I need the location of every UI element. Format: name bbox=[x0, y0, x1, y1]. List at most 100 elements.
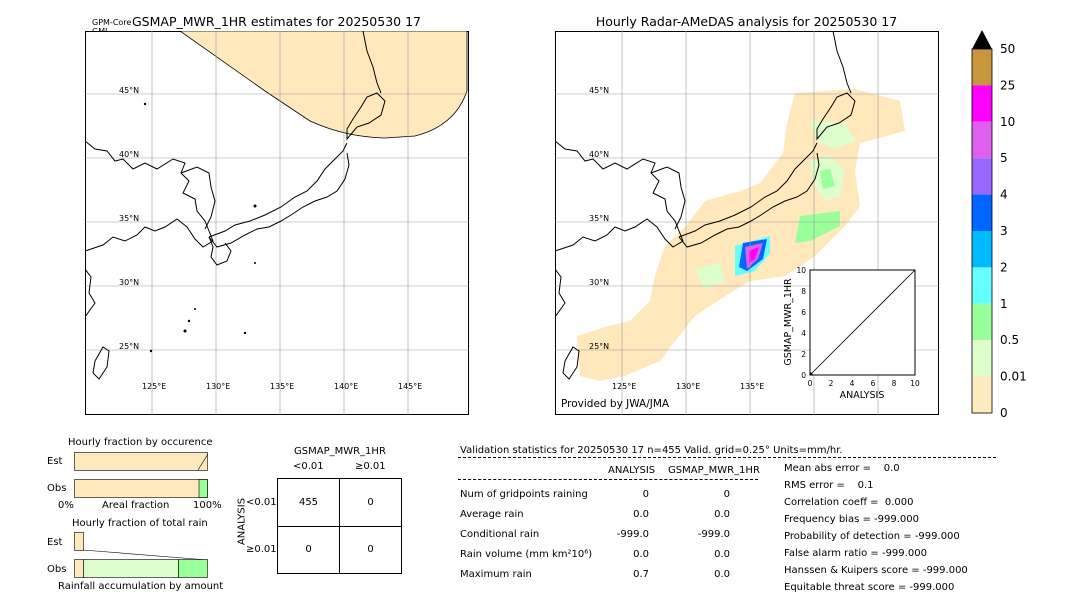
colorbar-label: 4 bbox=[1000, 188, 1008, 202]
left-lat-label-30: 30°N bbox=[119, 278, 139, 287]
left-lat-label-40: 40°N bbox=[119, 150, 139, 159]
validation-row-gsmap: 0.0 bbox=[714, 549, 730, 560]
left-map-sakhalin bbox=[362, 31, 382, 94]
left-lon-label-135: 135°E bbox=[270, 382, 294, 391]
colorbar-label: 10 bbox=[1000, 115, 1015, 129]
validation-header-rule bbox=[458, 457, 996, 458]
colorbar-extend-arrow bbox=[972, 30, 992, 49]
colorbar-segment bbox=[972, 85, 992, 122]
hist-occ-obs-rain-bar bbox=[198, 479, 208, 498]
hist-footer: Rainfall accumulation by amount bbox=[58, 581, 224, 592]
left-map-hokkaido-coast bbox=[346, 92, 386, 141]
inset-diagonal bbox=[809, 269, 916, 376]
right-map-continent-coast bbox=[555, 140, 684, 252]
validation-score: Mean abs error = 0.0 bbox=[784, 463, 900, 474]
inset-scatter: 0 2 4 6 8 10 0 2 4 6 8 10 ANALYSIS GSMAP… bbox=[783, 266, 920, 401]
hist-total-obs-bar-medium bbox=[83, 559, 179, 578]
hist-occ-est-label: Est bbox=[47, 456, 63, 467]
validation-row-gsmap: -999.0 bbox=[697, 529, 730, 540]
colorbar-label: 5 bbox=[1000, 151, 1008, 165]
contingency-row2: ≥0.01 bbox=[246, 544, 277, 555]
validation-score: RMS error = 0.1 bbox=[784, 480, 874, 491]
left-map-kyushu-coast bbox=[208, 236, 232, 266]
colorbar-segment bbox=[972, 376, 992, 413]
colorbar-label: 0.01 bbox=[1000, 370, 1027, 384]
validation-row-analysis: -999.0 bbox=[616, 529, 649, 540]
left-map-title: GSMAP_MWR_1HR estimates for 20250530 17 bbox=[132, 14, 421, 29]
contingency-grid: 455 0 0 0 bbox=[277, 478, 402, 574]
colorbar-segment bbox=[972, 158, 992, 195]
validation-score: Frequency bias = -999.000 bbox=[784, 514, 919, 525]
left-lat-label-25: 25°N bbox=[119, 342, 139, 351]
hist-occ-obs-bar bbox=[74, 479, 208, 498]
validation-col-rule bbox=[458, 479, 758, 480]
validation-row: Maximum rain 0.7 0.0 bbox=[460, 569, 760, 583]
validation-row-analysis: 0.0 bbox=[633, 549, 649, 560]
right-map-taiwan-coast bbox=[562, 346, 580, 380]
validation-row-analysis: 0.0 bbox=[633, 509, 649, 520]
left-map-continent-coast bbox=[85, 140, 214, 252]
inset-xtick-10: 10 bbox=[910, 379, 920, 388]
validation-row-analysis: 0.7 bbox=[633, 569, 649, 580]
validation-score: Hanssen & Kuipers score = -999.000 bbox=[784, 565, 968, 576]
inset-xlabel: ANALYSIS bbox=[840, 390, 885, 401]
colorbar-segment bbox=[972, 267, 992, 304]
left-lon-label-130: 130°E bbox=[206, 382, 230, 391]
validation-row: Num of gridpoints raining 0 0 bbox=[460, 489, 760, 503]
hist-total-obs-label: Obs bbox=[47, 564, 67, 575]
validation-score: False alarm ratio = -999.000 bbox=[784, 548, 927, 559]
hist-total-obs-bar-light bbox=[74, 559, 84, 578]
inset-ytick-2: 2 bbox=[801, 350, 806, 359]
right-lon-label-130: 130°E bbox=[676, 382, 700, 391]
right-map-korea-coast bbox=[650, 166, 686, 230]
right-lat-label-45: 45°N bbox=[589, 86, 609, 95]
colorbar-segment bbox=[972, 303, 992, 341]
validation-row-gsmap: 0.0 bbox=[714, 569, 730, 580]
right-map-china-coast-south bbox=[555, 268, 566, 318]
validation-score: Probability of detection = -999.000 bbox=[784, 531, 960, 542]
right-lat-label-40: 40°N bbox=[589, 150, 609, 159]
inset-ylabel: GSMAP_MWR_1HR bbox=[783, 278, 794, 366]
inset-xtick-0: 0 bbox=[808, 379, 813, 388]
hist-x1-label: 100% bbox=[193, 500, 222, 511]
inset-xtick-4: 4 bbox=[850, 379, 855, 388]
contingency-row1: <0.01 bbox=[246, 497, 277, 508]
validation-row-analysis: 0 bbox=[642, 489, 649, 500]
inset-xtick-2: 2 bbox=[829, 379, 834, 388]
colorbar-segment bbox=[972, 194, 992, 231]
left-lat-label-45: 45°N bbox=[119, 86, 139, 95]
validation-row: Conditional rain -999.0 -999.0 bbox=[460, 529, 760, 543]
inset-xtick-6: 6 bbox=[871, 379, 876, 388]
validation-row-label: Rain volume (mm km²10⁶) bbox=[460, 549, 593, 560]
colorbar-label: 50 bbox=[1000, 42, 1015, 56]
hist-total-title: Hourly fraction of total rain bbox=[72, 518, 208, 529]
right-map-heavy-rain-3 bbox=[749, 247, 759, 263]
validation-row-gsmap: 0.0 bbox=[714, 509, 730, 520]
validation-row-label: Conditional rain bbox=[460, 529, 540, 540]
inset-ytick-6: 6 bbox=[801, 308, 806, 317]
right-map-title: Hourly Radar-AMeDAS analysis for 2025053… bbox=[595, 14, 898, 29]
inset-point bbox=[809, 372, 813, 376]
right-lat-label-25: 25°N bbox=[589, 342, 609, 351]
right-map-hokkaido-coast bbox=[816, 92, 856, 141]
inset-ytick-4: 4 bbox=[801, 329, 806, 338]
contingency-cell-a: 455 bbox=[298, 497, 319, 508]
hist-occ-title: Hourly fraction by occurence bbox=[68, 437, 213, 448]
validation-score: Equitable threat score = -999.000 bbox=[784, 582, 955, 593]
colorbar-segment bbox=[972, 121, 992, 159]
colorbar-label: 2 bbox=[1000, 260, 1008, 274]
left-map-swath bbox=[179, 31, 468, 139]
contingency-col2: ≥0.01 bbox=[355, 461, 386, 472]
validation-row-label: Maximum rain bbox=[460, 569, 532, 580]
left-map: 45°N 40°N 35°N 30°N 25°N 125°E 130°E 135… bbox=[85, 31, 469, 415]
hist-occ-est-bar bbox=[74, 452, 208, 471]
left-map-taiwan-coast bbox=[92, 346, 110, 380]
contingency-cell-d: 0 bbox=[367, 544, 374, 555]
inset-ytick-0: 0 bbox=[801, 371, 806, 380]
right-map-japan-coast bbox=[678, 142, 820, 248]
right-map-light-rain-4 bbox=[795, 211, 840, 243]
left-lat-label-35: 35°N bbox=[119, 214, 139, 223]
hist-total bbox=[74, 532, 209, 578]
hist-occ-obs-label: Obs bbox=[47, 483, 67, 494]
colorbar-segment bbox=[972, 340, 992, 377]
